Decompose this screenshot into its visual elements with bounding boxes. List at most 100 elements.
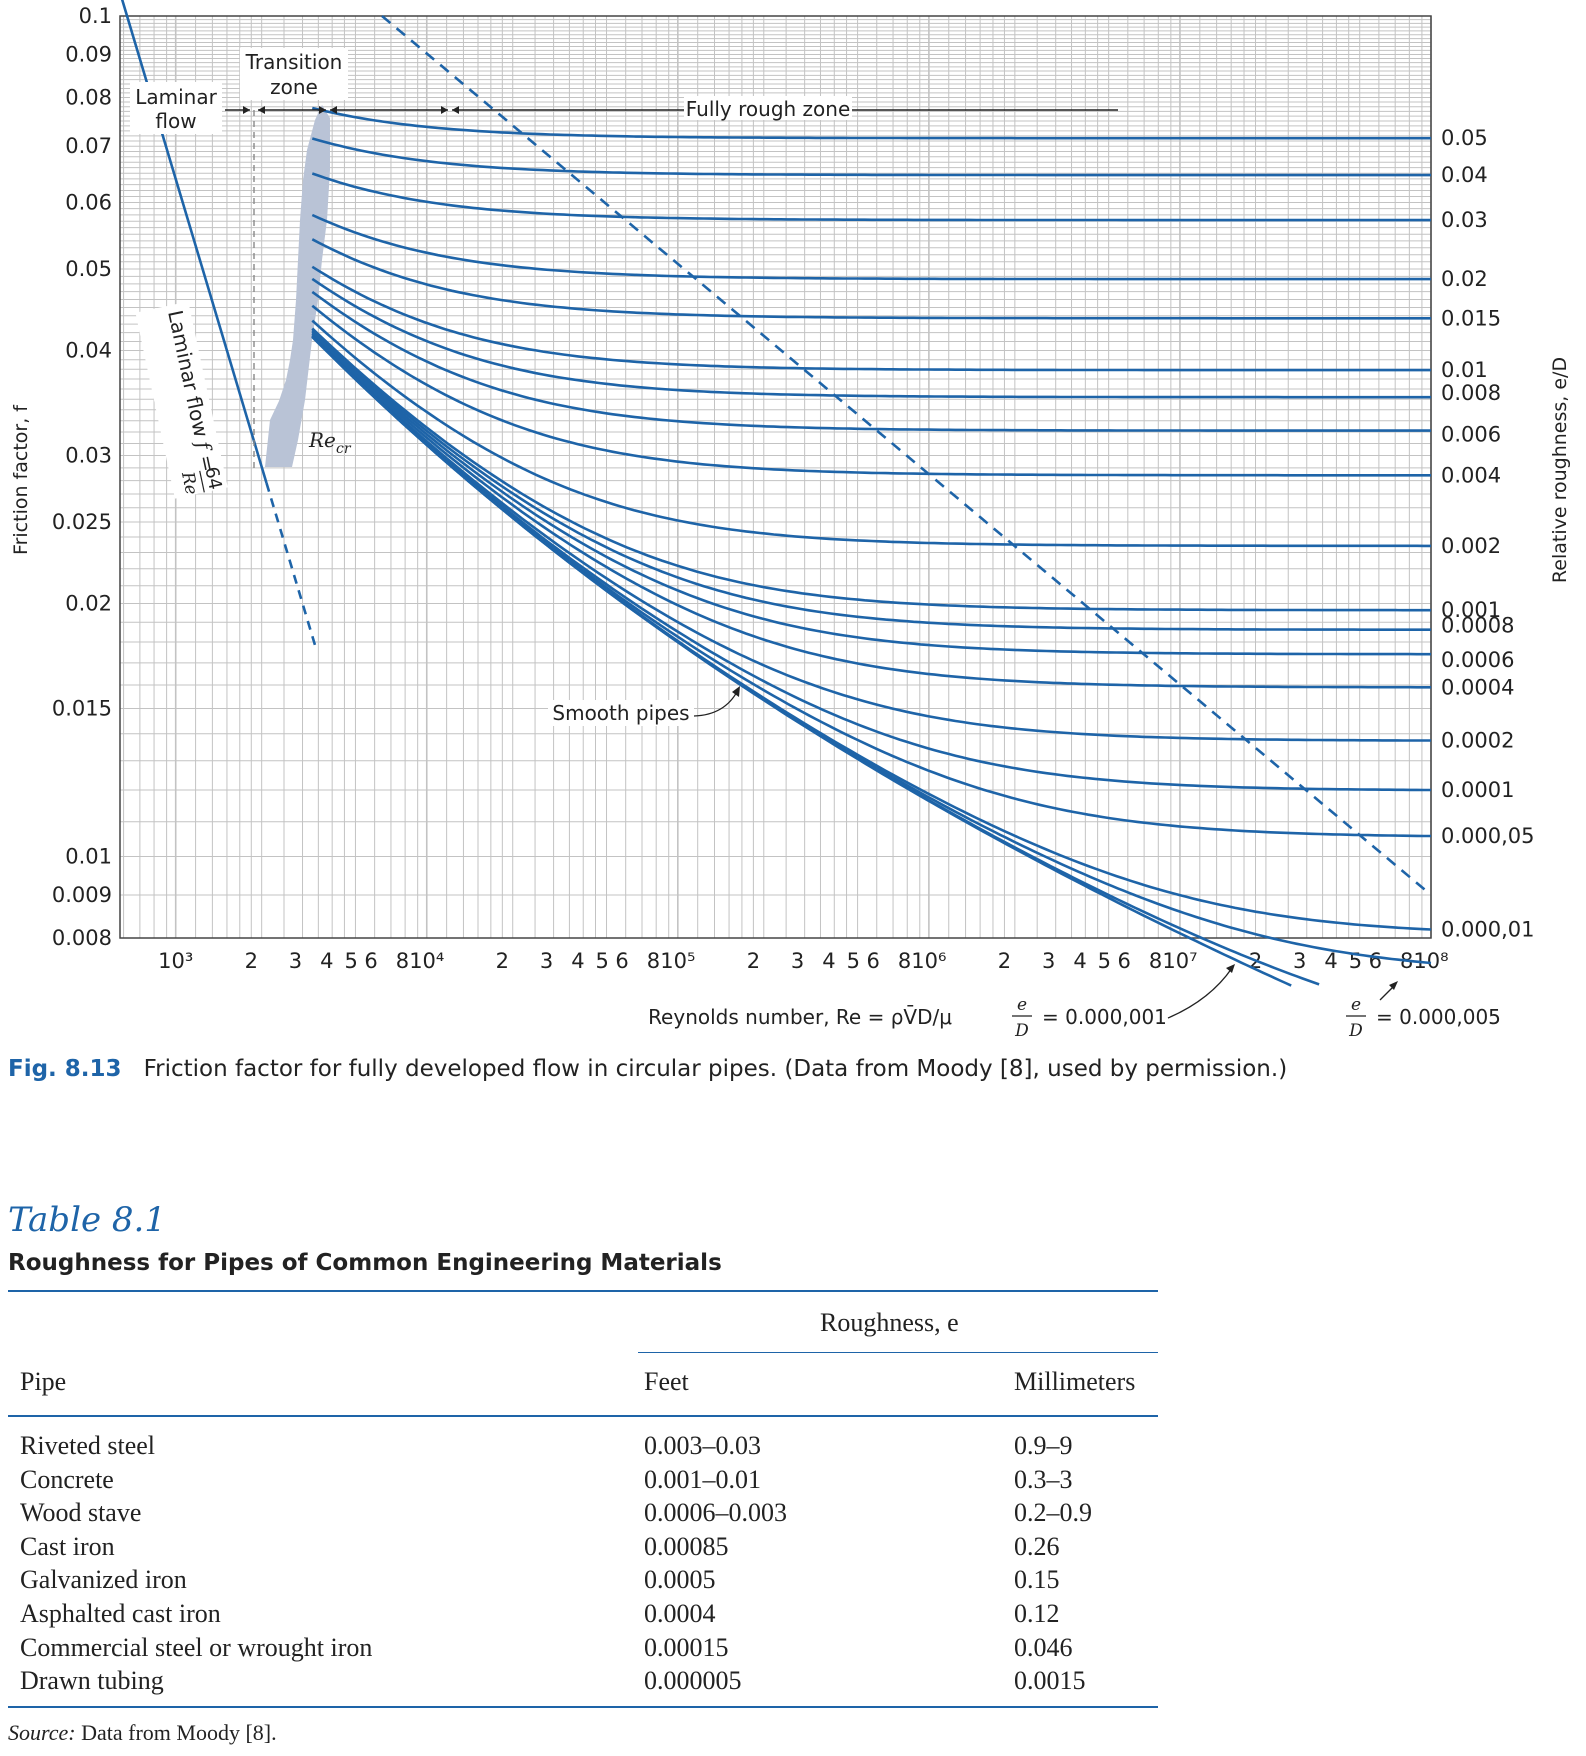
source-label: Source: bbox=[8, 1720, 76, 1745]
label-bg bbox=[135, 301, 228, 499]
x-tick-label: 6 bbox=[1369, 949, 1382, 973]
x-tick-label: 4 bbox=[320, 949, 333, 973]
cell-millimeters: 0.3–3 bbox=[1014, 1464, 1073, 1494]
label-ed-0000001: = 0.000,001 bbox=[1042, 1005, 1167, 1029]
roughness-curve bbox=[311, 327, 1431, 612]
cell-millimeters: 0.046 bbox=[1014, 1632, 1073, 1662]
roughness-curve bbox=[311, 304, 1431, 477]
ed-fraction-den: D bbox=[1014, 1021, 1029, 1040]
y-tick-label: 0.07 bbox=[65, 134, 112, 158]
roughness-label: 0.03 bbox=[1441, 208, 1488, 232]
roughness-label: 0.01 bbox=[1441, 358, 1488, 382]
cell-millimeters: 0.9–9 bbox=[1014, 1431, 1073, 1460]
y-tick-label: 0.008 bbox=[52, 926, 112, 950]
cell-feet: 0.00015 bbox=[644, 1632, 729, 1662]
x-axis-label: Reynolds number, Re = ρV̄D/μ bbox=[648, 1004, 952, 1029]
x-tick-label: 3 bbox=[1293, 949, 1306, 973]
table-top-rule bbox=[8, 1290, 1158, 1292]
table-row: Drawn tubing 0.000005 0.0015 bbox=[8, 1664, 1158, 1698]
laminar-formula-num: 64 bbox=[200, 465, 225, 492]
y-tick-label: 0.06 bbox=[65, 190, 112, 214]
roughness-label: 0.001 bbox=[1441, 598, 1501, 622]
y-tick-label: 0.009 bbox=[52, 883, 112, 907]
x-tick-label: 10⁶ bbox=[911, 949, 946, 973]
laminar-line-dashed bbox=[265, 482, 317, 647]
cell-feet: 0.000005 bbox=[644, 1666, 742, 1696]
cell-feet: 0.003–0.03 bbox=[644, 1431, 761, 1460]
arrow-head bbox=[452, 106, 459, 114]
x-tick-label: 2 bbox=[245, 949, 258, 973]
roughness-label: 0.0008 bbox=[1441, 614, 1514, 638]
label-bg bbox=[684, 96, 852, 120]
roughness-label: 0.000,01 bbox=[1441, 918, 1535, 942]
y-axis-ticks: 0.1 0.09 0.08 0.07 0.06 0.05 0.04 0.03 0.025 0.02… bbox=[52, 4, 112, 950]
arrow-head bbox=[1226, 964, 1235, 973]
y-tick-label: 0.08 bbox=[65, 85, 112, 109]
plot-background bbox=[120, 16, 1431, 938]
label-transition-zone: zone bbox=[270, 75, 318, 99]
low-roughness-curves bbox=[311, 335, 1432, 987]
roughness-curve bbox=[311, 238, 1431, 320]
roughness-curve bbox=[311, 137, 1431, 177]
label-re-cr: Re bbox=[308, 428, 336, 452]
y-tick-label: 0.03 bbox=[65, 444, 112, 468]
table-row: Cast iron 0.00085 0.26 bbox=[8, 1530, 1158, 1564]
x-tick-label: 5 bbox=[344, 949, 357, 973]
fraction-bar bbox=[199, 470, 205, 493]
cell-millimeters: 0.0015 bbox=[1014, 1666, 1086, 1696]
table-bottom-rule bbox=[8, 1705, 1158, 1708]
x-tick-label: 3 bbox=[1042, 949, 1055, 973]
ed-0000001-arrow bbox=[1167, 967, 1233, 1019]
x-tick-label: 4 bbox=[1324, 949, 1337, 973]
roughness-labels: 0.05 0.04 0.03 0.02 0.015 0.010.008 0.006 0.004… bbox=[1441, 126, 1535, 941]
roughness-label: 0.0006 bbox=[1441, 648, 1514, 672]
cell-pipe: Concrete bbox=[20, 1464, 114, 1494]
roughness-label: 0.008 bbox=[1441, 381, 1501, 405]
table-row: Riveted steel 0.003–0.03 0.9–9 bbox=[8, 1429, 1158, 1463]
x-tick-label: 2 bbox=[747, 949, 760, 973]
figure-caption-text: Friction factor for fully developed flow… bbox=[143, 1056, 1288, 1082]
roughness-curve bbox=[311, 332, 1431, 689]
x-tick-label: 10⁵ bbox=[660, 949, 695, 973]
arrow-head bbox=[258, 106, 326, 114]
x-tick-label: 10⁴ bbox=[409, 949, 444, 973]
roughness-curve bbox=[311, 329, 1431, 631]
cell-feet: 0.00085 bbox=[644, 1531, 729, 1561]
label-laminar-flow: flow bbox=[155, 109, 196, 133]
cell-millimeters: 0.12 bbox=[1014, 1598, 1060, 1628]
roughness-curve bbox=[311, 290, 1431, 432]
x-tick-label: 4 bbox=[571, 949, 584, 973]
laminar-line-solid bbox=[120, 0, 268, 484]
arrow-head bbox=[243, 106, 250, 114]
cell-pipe: Drawn tubing bbox=[20, 1666, 164, 1696]
x-tick-label: 8 bbox=[647, 949, 660, 973]
x-tick-label: 4 bbox=[1073, 949, 1086, 973]
y-tick-label: 0.1 bbox=[79, 4, 112, 28]
x-tick-label: 6 bbox=[364, 949, 377, 973]
y-tick-label: 0.04 bbox=[65, 338, 112, 362]
table-source: Source: Data from Moody [8]. bbox=[8, 1720, 277, 1746]
x-tick-label: 5 bbox=[847, 949, 860, 973]
label-re-cr-subscript: cr bbox=[336, 441, 352, 457]
extra-curve bbox=[311, 335, 1292, 987]
table-row: Wood stave 0.0006–0.003 0.2–0.9 bbox=[8, 1496, 1158, 1530]
cell-millimeters: 0.15 bbox=[1014, 1565, 1060, 1595]
table-row: Commercial steel or wrought iron 0.00015 0… bbox=[8, 1631, 1158, 1665]
roughness-curve bbox=[311, 265, 1431, 372]
label-transition-zone: Transition bbox=[245, 50, 343, 74]
table-body: Riveted steel 0.003–0.03 0.9–9 Concrete 0.0… bbox=[8, 1417, 1158, 1706]
ed-fraction-num: e bbox=[1351, 995, 1361, 1015]
ed-fraction-num: e bbox=[1017, 995, 1027, 1015]
cell-millimeters: 0.2–0.9 bbox=[1014, 1498, 1092, 1528]
cell-pipe: Commercial steel or wrought iron bbox=[20, 1632, 373, 1662]
column-header-feet: Feet bbox=[644, 1367, 689, 1396]
figure-caption: Fig. 8.13 Friction factor for fully devel… bbox=[8, 1056, 1287, 1082]
roughness-label: 0.002 bbox=[1441, 534, 1501, 558]
roughness-label: 0.000,05 bbox=[1441, 824, 1535, 848]
arrow-head bbox=[1389, 981, 1398, 990]
table-group-header: Roughness, e bbox=[8, 1292, 1158, 1352]
table-title: Table 8.1 bbox=[8, 1200, 166, 1240]
label-smooth-pipes: Smooth pipes bbox=[552, 701, 689, 725]
roughness-label: 0.0004 bbox=[1441, 675, 1514, 699]
